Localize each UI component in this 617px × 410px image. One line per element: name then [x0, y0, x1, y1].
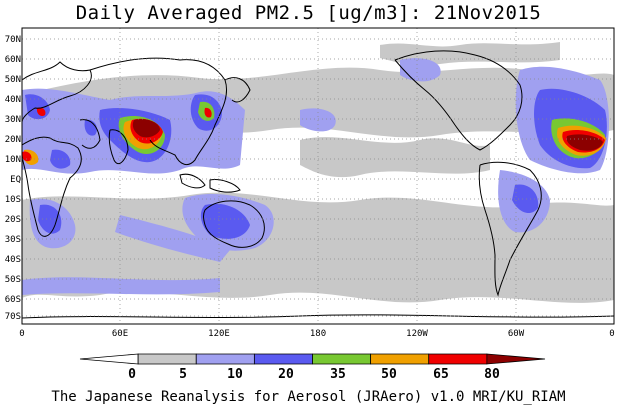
lat-label: 30S [5, 235, 21, 245]
lon-label: 120W [406, 329, 428, 339]
lat-label: 40S [5, 255, 21, 265]
colorbar-swatch [486, 353, 546, 365]
map-frame [21, 27, 615, 325]
colorbar-label: 10 [227, 367, 243, 382]
colorbar-label: 20 [278, 367, 294, 382]
coastlines [22, 50, 614, 319]
lon-label: 60E [112, 329, 128, 339]
lon-label: 60W [508, 329, 525, 339]
lat-label: EQ [10, 175, 21, 185]
lat-label: 70N [5, 35, 21, 45]
lon-label: 0 [19, 329, 24, 339]
colorbar-swatch [137, 353, 197, 365]
map-title: Daily Averaged PM2.5 [ug/m3]: 21Nov2015 [75, 2, 542, 24]
credit-line: The Japanese Reanalysis for Aerosol (JRA… [51, 389, 566, 405]
lat-label: 60S [5, 295, 21, 305]
colorbar-label: 50 [381, 367, 397, 382]
lat-label: 60N [5, 55, 21, 65]
lat-label: 30N [5, 115, 21, 125]
lat-label: 50N [5, 75, 21, 85]
lon-label: 120E [208, 329, 230, 339]
colorbar-swatch [428, 353, 488, 365]
colorbar-swatch [195, 353, 255, 365]
graticule [22, 28, 614, 324]
lat-label: 40N [5, 95, 21, 105]
lat-label: 50S [5, 275, 21, 285]
colorbar-label: 65 [433, 367, 449, 382]
colorbar-swatch [312, 353, 372, 365]
lat-label: 10N [5, 155, 21, 165]
lat-label: 20S [5, 215, 21, 225]
colorbar-swatch [79, 353, 139, 365]
colorbar-label: 0 [128, 367, 136, 382]
lat-label: 10S [5, 195, 21, 205]
colorbar-labels: 0 5 10 20 35 50 65 80 [128, 367, 500, 382]
colorbar-swatch [253, 353, 313, 365]
lon-label: 180 [310, 329, 326, 339]
pm25-band-80-plus [132, 119, 603, 151]
longitude-axis: 0 60E 120E 180 120W 60W 0 [19, 329, 614, 339]
colorbar-label: 5 [179, 367, 187, 382]
colorbar-label: 80 [484, 367, 500, 382]
colorbar-swatch [370, 353, 430, 365]
colorbar [79, 353, 546, 365]
lat-label: 70S [5, 312, 21, 322]
lat-label: 20N [5, 135, 21, 145]
latitude-axis: 70N 60N 50N 40N 30N 20N 10N EQ 10S 20S 3… [5, 35, 21, 322]
colorbar-label: 35 [330, 367, 346, 382]
lon-label: 0 [609, 329, 614, 339]
